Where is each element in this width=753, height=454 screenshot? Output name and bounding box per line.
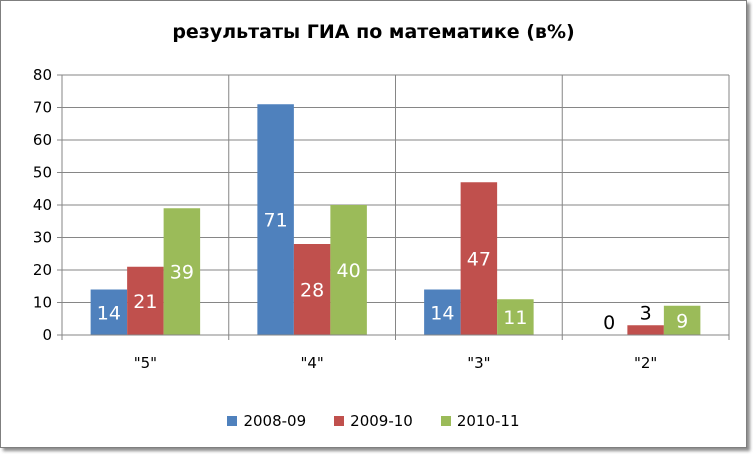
y-tick-label: 10: [33, 294, 52, 312]
data-label: 71: [264, 210, 288, 232]
data-label: 21: [133, 291, 157, 313]
legend-swatch: [334, 416, 345, 426]
x-category-label: "2": [634, 354, 657, 372]
data-label: 9: [676, 310, 688, 332]
bar-2010-11-3: [663, 305, 701, 335]
y-tick-label: 70: [33, 99, 52, 117]
data-label: 40: [337, 260, 361, 282]
data-label: 39: [170, 262, 194, 284]
data-label: 14: [97, 302, 121, 324]
bar-2008-09-0: [90, 289, 128, 335]
bar-2010-11-2: [497, 299, 534, 335]
legend: 2008-09 2009-10 2010-11: [1, 412, 746, 430]
data-label: 0: [603, 312, 615, 334]
y-tick-label: 80: [33, 66, 52, 84]
legend-label: 2009-10: [350, 412, 413, 430]
y-tick-label: 40: [33, 196, 52, 214]
y-tick-label: 50: [33, 164, 52, 182]
data-label: 47: [467, 249, 491, 271]
bar-2010-11-1: [330, 205, 367, 335]
y-tick-label: 20: [33, 261, 52, 279]
x-category-label: "4": [300, 354, 323, 372]
legend-label: 2008-09: [243, 412, 307, 430]
bar-2009-10-0: [127, 266, 164, 335]
x-category-label: "3": [467, 354, 490, 372]
data-label: 14: [430, 302, 454, 324]
legend-item: 2010-11: [440, 412, 520, 430]
bar-2009-10-1: [293, 244, 331, 335]
plot-svg: 0 10 20 30 40 50 60 70 80 14 71 14 0 21 28 47 3 39 40 11 9 "5…: [33, 66, 730, 372]
legend-swatch: [440, 416, 451, 426]
legend-swatch: [227, 416, 238, 426]
bar-2008-09-2: [424, 289, 461, 335]
y-tick-label: 60: [33, 131, 52, 149]
y-tick-label: 0: [42, 326, 52, 344]
chart-area: результаты ГИА по математике (в%) 0 10 20 3…: [0, 0, 747, 448]
bar-2010-11-0: [163, 208, 201, 335]
legend-item: 2009-10: [334, 412, 413, 430]
legend-label: 2010-11: [456, 412, 520, 430]
chart-title: результаты ГИА по математике (в%): [172, 21, 575, 43]
bar-2009-10-3: [627, 325, 664, 335]
data-label: 11: [503, 307, 527, 329]
y-tick-label: 30: [33, 229, 52, 247]
legend-item: 2008-09: [227, 412, 306, 430]
bar-2009-10-2: [460, 182, 498, 335]
data-label: 28: [300, 280, 324, 302]
data-label: 3: [640, 302, 652, 324]
bar-2008-09-1: [257, 104, 294, 335]
x-category-label: "5": [134, 354, 157, 372]
